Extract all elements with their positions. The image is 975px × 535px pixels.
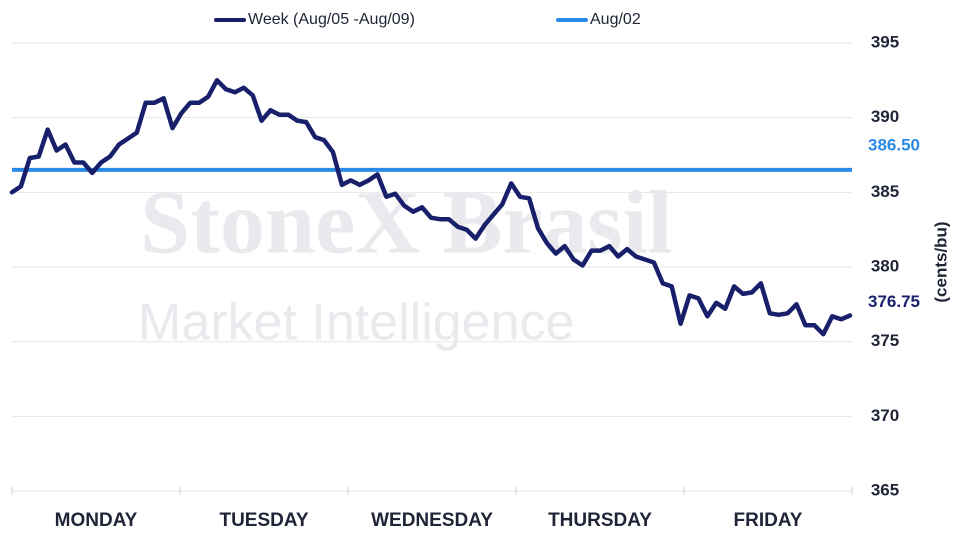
x-tick-label: THURSDAY <box>548 510 652 531</box>
y-tick-label: 365 <box>871 480 899 499</box>
y-tick-label: 375 <box>871 331 899 350</box>
y-tick-label: 390 <box>871 107 899 126</box>
price-line <box>9 78 853 337</box>
y-axis-label: (cents/bu) <box>931 221 950 302</box>
x-tick-label: TUESDAY <box>219 510 308 531</box>
y-tick-label: 370 <box>871 406 899 425</box>
watermark-brand: StoneX Brasil <box>140 174 673 273</box>
y-tick-label: 395 <box>871 32 899 51</box>
watermark: StoneX Brasil Market Intelligence <box>138 174 673 352</box>
value-label: 386.50 <box>868 135 920 154</box>
x-tick-label: FRIDAY <box>734 510 803 531</box>
x-tick-label: WEDNESDAY <box>371 510 493 531</box>
value-label: 376.75 <box>868 292 920 311</box>
y-tick-label: 385 <box>871 182 899 201</box>
legend-label: Aug/02 <box>590 11 641 28</box>
legend-label: Week (Aug/05 -Aug/09) <box>248 11 415 28</box>
watermark-sub: Market Intelligence <box>138 294 574 352</box>
y-tick-label: 380 <box>871 256 899 275</box>
x-tick-label: MONDAY <box>55 510 138 531</box>
